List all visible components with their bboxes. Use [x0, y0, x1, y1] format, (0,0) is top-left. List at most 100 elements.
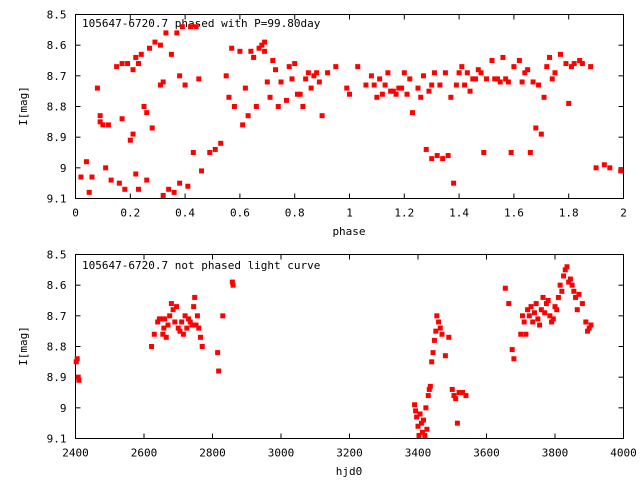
phased-axis-ticks: 0 0.2 0.4 0.6 0.8 1 1.2 1.4 1.6 1.8 2 8.5 8.6 8.7 8.8 8… [47, 9, 627, 220]
phased-data-point [363, 82, 369, 88]
phased-y-tick-label: 9 [60, 162, 67, 175]
phased-data-point [248, 48, 254, 54]
unphased-data-point [74, 356, 80, 362]
phased-data-point [138, 51, 144, 57]
unphased-data-point [426, 386, 432, 392]
phased-data-point [105, 122, 111, 128]
unphased-data-point [423, 405, 429, 411]
phased-data-point [245, 113, 251, 119]
phased-data-point [297, 91, 303, 97]
unphased-data-point [184, 325, 190, 331]
phased-y-axis-label: I[mag] [17, 86, 30, 126]
unphased-y-axis-label: I[mag] [17, 326, 30, 366]
phased-x-tick-label: 0.4 [175, 207, 195, 220]
unphased-data-point [502, 285, 508, 291]
phased-data-point [223, 73, 229, 79]
unphased-data-point [437, 325, 443, 331]
phased-x-tick-label: 0 [72, 207, 79, 220]
unphased-data-point [415, 423, 421, 429]
phased-data-point [177, 73, 183, 79]
phased-data-point [218, 140, 224, 146]
phased-data-point [538, 131, 544, 137]
phased-data-point [122, 186, 128, 192]
unphased-x-tick-label: 3000 [268, 447, 295, 460]
unphased-data-point [76, 377, 82, 383]
unphased-data-point [454, 420, 460, 426]
phased-data-point [89, 174, 95, 180]
unphased-data-point [172, 319, 178, 325]
phased-data-point [536, 82, 542, 88]
phased-data-point [563, 61, 569, 67]
unphased-data-point [442, 353, 448, 359]
phased-data-point [445, 153, 451, 159]
phased-data-point [462, 82, 468, 88]
phased-data-point [547, 54, 553, 60]
phased-data-point [294, 91, 300, 97]
phased-data-point [418, 94, 424, 100]
unphased-data-point [413, 408, 419, 414]
phased-data-point [489, 58, 495, 63]
phased-data-point [242, 85, 248, 91]
phased-x-tick-label: 1 [346, 207, 353, 220]
unphased-data-point [564, 264, 570, 270]
phased-data-point [182, 82, 188, 88]
unphased-data-point [538, 307, 544, 313]
unphased-data-point [554, 307, 560, 313]
unphased-data-point [559, 288, 565, 294]
phased-data-point [519, 79, 525, 85]
phased-data-point [437, 82, 443, 88]
phased-data-point [588, 64, 594, 70]
unphased-data-point [576, 291, 582, 297]
unphased-data-point [179, 319, 185, 325]
phased-y-tick-label: 8.5 [47, 9, 67, 22]
phased-data-point [390, 88, 396, 94]
unphased-data-point [198, 334, 204, 340]
unphased-data-point [161, 325, 167, 331]
unphased-data-point [416, 432, 422, 438]
phased-data-point [385, 70, 391, 76]
phased-data-point [267, 94, 273, 100]
phased-data-point [404, 91, 410, 97]
phased-data-point [188, 24, 194, 30]
phased-data-point [377, 76, 383, 82]
phased-data-point [396, 85, 402, 91]
unphased-data-point [433, 328, 439, 334]
unphased-data-point [535, 316, 541, 322]
phased-data-point [527, 150, 533, 155]
phased-data-point [492, 76, 498, 82]
unphased-data-point [160, 331, 166, 337]
unphased-data-point [215, 350, 221, 356]
phased-data-point [308, 85, 314, 91]
phased-data-point [127, 137, 133, 143]
phased-data-points [78, 24, 624, 198]
phased-data-point [286, 64, 292, 70]
unphased-data-point [177, 328, 183, 334]
unphased-data-point [451, 393, 457, 399]
phased-data-point [97, 113, 103, 119]
phased-data-point [119, 116, 125, 122]
unphased-data-point [550, 316, 556, 322]
unphased-data-point [566, 279, 572, 285]
unphased-data-point [506, 301, 512, 307]
unphased-data-point [518, 331, 524, 337]
phased-data-point [146, 45, 152, 51]
unphased-data-point [431, 337, 437, 343]
phased-x-tick-label: 0.8 [285, 207, 305, 220]
unphased-data-point [189, 322, 195, 328]
phased-data-point [179, 24, 185, 30]
unphased-data-point [509, 347, 515, 353]
phased-data-point [601, 162, 607, 168]
unphased-data-point [418, 420, 424, 426]
phased-data-point [100, 122, 106, 128]
phased-data-point [440, 156, 446, 162]
unphased-x-tick-label: 2600 [131, 447, 158, 460]
phased-light-curve-panel: 105647-6720.7 phased with P=99.80day pha… [17, 9, 627, 239]
phased-data-point [316, 79, 322, 85]
phased-data-point [401, 70, 407, 76]
unphased-data-point [453, 396, 459, 402]
phased-data-point [431, 70, 437, 76]
unphased-data-point [151, 331, 157, 337]
unphased-data-point [180, 331, 186, 337]
unphased-data-point [194, 313, 200, 319]
unphased-data-point [430, 350, 436, 356]
